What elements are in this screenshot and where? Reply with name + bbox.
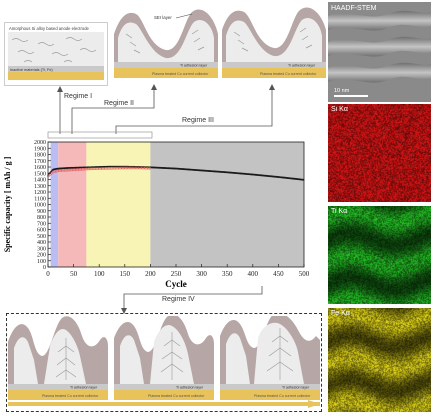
y-tick-label: 900 xyxy=(37,209,46,215)
x-tick-label: 50 xyxy=(70,270,78,278)
y-tick-label: 800 xyxy=(37,215,46,221)
y-tick-label: 0 xyxy=(43,265,46,271)
y-tick-label: 200 xyxy=(37,253,46,259)
region-4 xyxy=(150,142,304,267)
y-tick-label: 400 xyxy=(37,240,46,246)
haadf-label: HAADF-STEM xyxy=(331,5,377,12)
x-tick-label: 250 xyxy=(171,270,182,278)
x-tick-label: 450 xyxy=(273,270,284,278)
regime-regions xyxy=(51,142,304,267)
cu-collector-label: Plasma treated Cu current collector xyxy=(42,394,99,398)
cu-collector-label: Plasma treated Cu current collector xyxy=(254,394,311,398)
ti-map-panel xyxy=(328,206,431,304)
regime3-label: Regime III xyxy=(182,117,214,124)
y-tick-label: 1400 xyxy=(34,178,46,184)
y-tick-label: 1800 xyxy=(34,153,46,159)
schematic-regime4: Ti adhesion layer Plasma treated Cu curr… xyxy=(8,316,320,410)
regime4-panel-3: Ti adhesion layer Plasma treated Cu curr… xyxy=(220,316,320,400)
cu-collector-label: Plasma treated Cu current collector xyxy=(148,394,205,398)
ti-adhesion-label: Ti adhesion layer xyxy=(282,386,310,390)
y-tick-label: 600 xyxy=(37,228,46,234)
ti-adhesion-label: Ti adhesion layer xyxy=(70,386,98,390)
regime2-label: Regime II xyxy=(104,100,134,107)
capacity-chart: 0 50 100 150 200 250 300 350 400 450 500 010020030… xyxy=(0,134,326,294)
x-tick-label: 200 xyxy=(145,270,156,278)
haadf-stem-panel: HAADF-STEM 10 nm xyxy=(328,2,431,102)
si-map-label: Si Kα xyxy=(331,106,348,113)
regime1-label: Regime I xyxy=(64,93,92,100)
regime4-panel-2: Ti adhesion layer Plasma treated Cu curr… xyxy=(114,316,214,400)
regime-connectors xyxy=(0,0,326,140)
region-1 xyxy=(51,142,59,267)
fe-map-panel xyxy=(328,308,431,412)
regime4-panel-1: Ti adhesion layer Plasma treated Cu curr… xyxy=(8,316,108,400)
y-tick-label: 1700 xyxy=(34,159,46,165)
y-ticks: 0100200300400500600700800900100011001200… xyxy=(34,140,51,271)
y-tick-label: 700 xyxy=(37,221,46,227)
y-tick-label: 500 xyxy=(37,234,46,240)
region-3 xyxy=(86,142,150,267)
scale-bar-label: 10 nm xyxy=(334,88,350,94)
x-tick-label: 100 xyxy=(94,270,105,278)
y-tick-label: 1600 xyxy=(34,165,46,171)
x-tick-label: 500 xyxy=(299,270,310,278)
x-tick-label: 0 xyxy=(46,270,50,278)
x-tick-label: 400 xyxy=(248,270,259,278)
si-map-panel xyxy=(328,104,431,202)
fe-map-label: Fe Kα xyxy=(331,310,350,317)
y-axis-label: Specific capacity [ mAh / g ] xyxy=(3,156,12,252)
ti-adhesion-label: Ti adhesion layer xyxy=(176,386,204,390)
y-tick-label: 1200 xyxy=(34,190,46,196)
ti-map-label: Ti Kα xyxy=(331,208,347,215)
y-tick-label: 1000 xyxy=(34,203,46,209)
y-tick-label: 1500 xyxy=(34,171,46,177)
regime4-label: Regime IV xyxy=(162,296,195,303)
region-2 xyxy=(58,142,86,267)
y-tick-label: 300 xyxy=(37,246,46,252)
y-tick-label: 1100 xyxy=(34,196,46,202)
y-tick-label: 100 xyxy=(37,259,46,265)
y-tick-label: 1900 xyxy=(34,146,46,152)
x-tick-label: 350 xyxy=(222,270,233,278)
x-tick-label: 300 xyxy=(196,270,207,278)
y-tick-label: 2000 xyxy=(34,140,46,146)
y-tick-label: 1300 xyxy=(34,184,46,190)
x-tick-label: 150 xyxy=(120,270,131,278)
